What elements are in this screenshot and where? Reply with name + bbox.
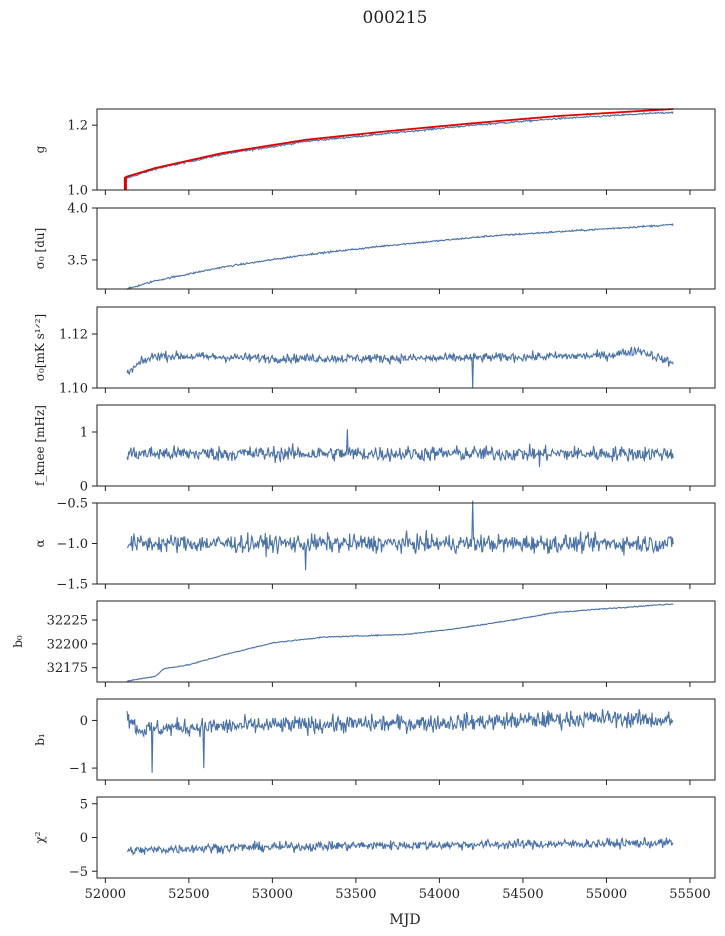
series-line-1-2 — [125, 108, 674, 178]
x-tick-label: 53000 — [252, 887, 293, 902]
y-tick-label: 32200 — [47, 637, 88, 652]
y-tick-label: −1.0 — [56, 537, 88, 552]
y-axis-label: σ₀[mK s¹ᐟ²] — [33, 314, 47, 381]
x-tick-label: 53500 — [335, 887, 376, 902]
panel-3: 1.10 1.12 σ₀[mK s¹ᐟ²] — [33, 306, 716, 397]
y-tick-label: −1.5 — [56, 578, 88, 593]
panel-frame-7 — [96, 698, 716, 781]
panel-frame-2 — [96, 207, 716, 290]
x-tick-label: 52500 — [168, 887, 209, 902]
y-tick-label: 0 — [80, 714, 88, 729]
x-axis-label: MJD — [389, 912, 420, 928]
panel-4: 0 1 f_knee [mHz] — [33, 404, 716, 495]
y-tick-label: 5 — [80, 797, 88, 812]
panel-7: −1 0 b₁ — [33, 698, 716, 785]
series-line-3-1 — [126, 346, 674, 389]
y-axis-label: f_knee [mHz] — [33, 405, 47, 486]
y-tick-label: −0.5 — [56, 497, 88, 512]
y-tick-label: 32225 — [47, 614, 88, 629]
panel-8: −5 0 5 χ² 52000 52500 53000 53500 54000 54500 5500… — [33, 796, 716, 902]
series-line-1-1 — [125, 111, 674, 179]
x-tick-label: 52000 — [85, 887, 126, 902]
panel-stack: 1.0 1.2 g 3.5 4.0 σ₀ [du] 1.10 1.12 σ₀[mK s¹ᐟ²] 0… — [11, 108, 716, 902]
y-tick-label: 1.12 — [59, 328, 88, 343]
series-line-7-1 — [126, 709, 674, 773]
y-axis-label: σ₀ [du] — [33, 228, 47, 270]
panel-frame-4 — [96, 404, 716, 487]
series-line-2-1 — [126, 223, 674, 290]
y-tick-label: 32175 — [47, 661, 88, 676]
panel-frame-8 — [96, 796, 716, 879]
y-tick-label: 0 — [80, 480, 88, 495]
series-line-8-1 — [126, 837, 674, 856]
panel-6: 32175 32200 32225 b₀ — [11, 600, 716, 687]
y-axis-label: b₁ — [33, 733, 47, 746]
x-tick-label: 55000 — [586, 887, 627, 902]
panel-frame-3 — [96, 306, 716, 389]
panel-frame-6 — [96, 600, 716, 683]
y-axis-label: b₀ — [11, 635, 25, 648]
panel-1: 1.0 1.2 g — [33, 108, 716, 199]
y-tick-label: 0 — [80, 831, 88, 846]
panel-frame-1 — [96, 108, 716, 191]
panel-5: −1.5 −1.0 −0.5 α — [33, 497, 716, 593]
figure-title: 000215 — [363, 8, 428, 28]
y-tick-label: 1 — [80, 426, 88, 441]
y-tick-label: 3.5 — [67, 253, 88, 268]
y-tick-label: −5 — [69, 865, 88, 880]
x-tick-label: 54500 — [502, 887, 543, 902]
y-tick-label: 4.0 — [67, 202, 88, 217]
y-tick-label: 1.10 — [59, 382, 88, 397]
series-line-6-1 — [126, 603, 674, 683]
x-tick-label: 55500 — [669, 887, 710, 902]
series-line-4-1 — [126, 429, 674, 468]
y-tick-label: −1 — [69, 762, 88, 777]
y-axis-label: g — [33, 145, 47, 153]
series-line-5-1 — [126, 500, 674, 571]
x-tick-label: 54000 — [419, 887, 460, 902]
y-axis-label: χ² — [33, 831, 47, 843]
panel-2: 3.5 4.0 σ₀ [du] — [33, 202, 716, 294]
y-axis-label: α — [33, 539, 47, 547]
y-tick-label: 1.2 — [67, 119, 88, 134]
y-tick-label: 1.0 — [67, 184, 88, 199]
